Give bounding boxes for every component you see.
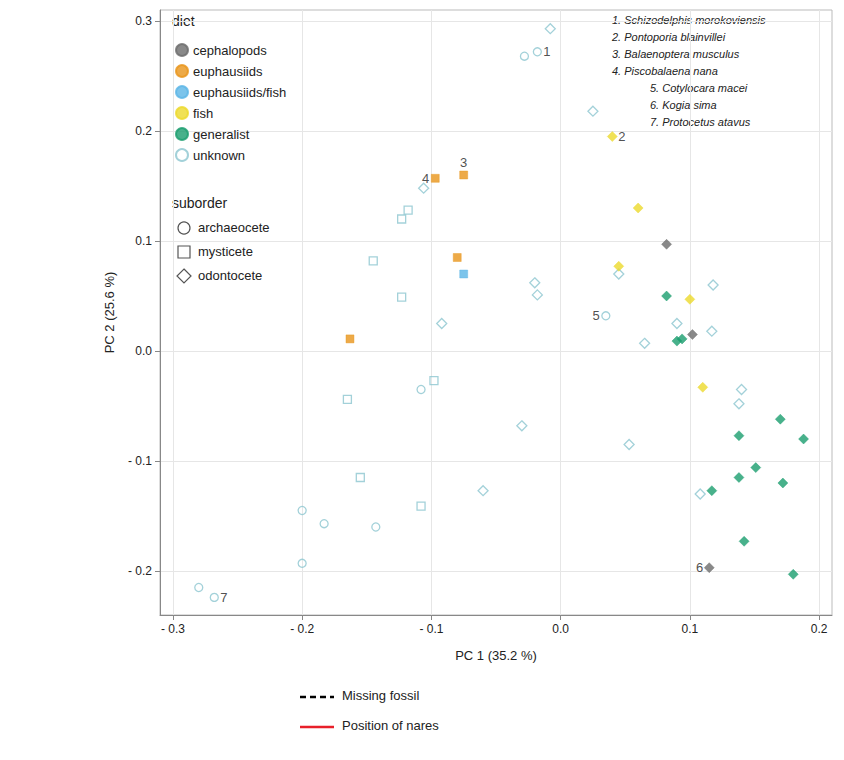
svg-text:7: 7 [220,590,227,605]
svg-text:1: 1 [543,44,550,59]
svg-text:Missing fossil: Missing fossil [342,688,419,703]
svg-text:unknown: unknown [193,148,245,163]
svg-text:0.1: 0.1 [135,234,152,248]
svg-text:6. Kogia sima: 6. Kogia sima [650,99,717,111]
svg-text:5. Cotylocara macei: 5. Cotylocara macei [650,82,748,94]
svg-text:0.3: 0.3 [135,14,152,28]
svg-text:cephalopods: cephalopods [193,43,267,58]
svg-text:PC 1 (35.2 %): PC 1 (35.2 %) [455,648,537,663]
svg-text:3. Balaenoptera musculus: 3. Balaenoptera musculus [612,48,740,60]
svg-text:archaeocete: archaeocete [198,220,270,235]
svg-text:0.0: 0.0 [552,622,569,636]
svg-text:2. Pontoporia blainvillei: 2. Pontoporia blainvillei [611,31,726,43]
svg-text:PC 2 (25.6 %): PC 2 (25.6 %) [102,272,117,354]
svg-text:euphausiids/fish: euphausiids/fish [193,85,286,100]
svg-text:3: 3 [460,155,467,170]
svg-text:- 0.1: - 0.1 [419,622,443,636]
svg-text:- 0.2: - 0.2 [290,622,314,636]
svg-text:- 0.3: - 0.3 [161,622,185,636]
svg-text:odontocete: odontocete [198,268,262,283]
svg-text:0.2: 0.2 [811,622,828,636]
svg-text:mysticete: mysticete [198,244,253,259]
svg-text:4: 4 [422,171,429,186]
svg-text:suborder: suborder [172,195,228,211]
svg-text:generalist: generalist [193,127,250,142]
svg-text:7. Protocetus atavus: 7. Protocetus atavus [650,116,751,128]
svg-text:0.1: 0.1 [682,622,699,636]
svg-text:diet: diet [172,13,195,29]
svg-text:euphausiids: euphausiids [193,64,263,79]
svg-text:0.0: 0.0 [135,344,152,358]
svg-text:Position of nares: Position of nares [342,718,439,733]
svg-text:- 0.2: - 0.2 [128,564,152,578]
svg-text:1. Schizodelphis morokoviensis: 1. Schizodelphis morokoviensis [612,14,766,26]
svg-text:0.2: 0.2 [135,124,152,138]
svg-text:5: 5 [593,308,600,323]
svg-text:4. Piscobalaena nana: 4. Piscobalaena nana [612,65,718,77]
svg-text:- 0.1: - 0.1 [128,454,152,468]
svg-text:fish: fish [193,106,213,121]
svg-text:6: 6 [696,560,703,575]
svg-text:2: 2 [618,129,625,144]
